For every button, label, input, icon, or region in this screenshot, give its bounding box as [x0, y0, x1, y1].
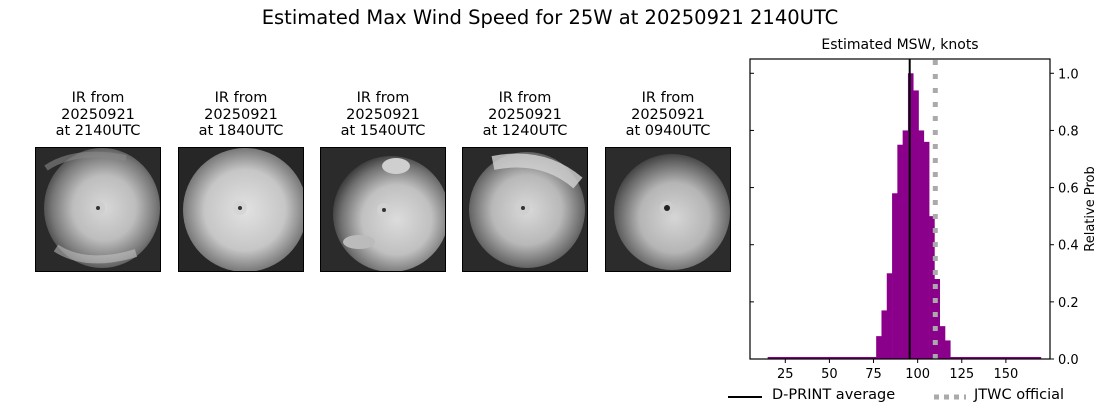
caption-line: 20250921 [61, 106, 135, 123]
caption-line: at 1540UTC [340, 123, 426, 139]
ir-panel-caption: IR from 20250921 at 1840UTC [158, 90, 324, 140]
caption-line: IR from [356, 90, 410, 106]
ir-satellite-image [320, 147, 446, 272]
ir-panel-caption: IR from 20250921 at 1540UTC [300, 90, 466, 140]
histogram-bar [907, 73, 914, 360]
histogram-bar [876, 336, 882, 359]
caption-line: IR from [641, 90, 695, 106]
histogram-bar [939, 326, 946, 359]
x-tick-label: 150 [993, 367, 1018, 382]
histogram-bar [934, 279, 941, 359]
ir-satellite-image [605, 147, 731, 272]
figure-title: Estimated Max Wind Speed for 25W at 2025… [261, 6, 839, 29]
ir-satellite-image [178, 147, 304, 272]
caption-line: at 0940UTC [625, 123, 711, 139]
histogram-bar [913, 90, 919, 359]
ir-satellite-image [35, 147, 161, 272]
histogram-bar [886, 273, 893, 359]
y-axis-label: Relative Prob [1083, 166, 1098, 251]
caption-line: at 1240UTC [482, 123, 568, 139]
histogram-bar [929, 216, 935, 359]
histogram-bar [892, 193, 898, 359]
y-tick-label: 0.0 [1058, 353, 1079, 368]
caption-line: 20250921 [346, 106, 420, 123]
histogram-bar [897, 144, 903, 359]
histogram-bar [881, 310, 888, 359]
ir-panel-caption: IR from 20250921 at 2140UTC [15, 90, 181, 140]
ir-panel-caption: IR from 20250921 at 0940UTC [585, 90, 751, 140]
caption-line: at 2140UTC [55, 123, 141, 139]
y-tick-label: 0.4 [1058, 239, 1079, 254]
plot-frame [749, 58, 1051, 360]
legend: D-PRINT average JTWC official [726, 387, 1100, 407]
ir-panel-caption: IR from 20250921 at 1240UTC [442, 90, 608, 140]
legend-label-dprint: D-PRINT average [772, 387, 896, 403]
x-tick-label: 25 [777, 367, 794, 382]
y-tick-label: 1.0 [1058, 67, 1079, 82]
x-tick-label: 100 [905, 367, 930, 382]
y-tick-label: 0.2 [1058, 296, 1079, 311]
caption-line: 20250921 [204, 106, 278, 123]
x-tick-label: 75 [865, 367, 882, 382]
y-tick-label: 0.6 [1058, 182, 1079, 197]
histogram-bar [902, 130, 909, 359]
legend-swatches [728, 394, 966, 400]
x-tick-label: 50 [821, 367, 838, 382]
caption-line: 20250921 [631, 106, 705, 123]
caption-line: IR from [498, 90, 552, 106]
caption-line: at 1840UTC [198, 123, 284, 139]
x-tick-label: 125 [949, 367, 974, 382]
chart-title: Estimated MSW, knots [821, 37, 979, 53]
histogram-bar [923, 141, 930, 359]
legend-label-jtwc: JTWC official [974, 387, 1065, 403]
ir-satellite-image [462, 147, 588, 272]
caption-line: IR from [214, 90, 268, 106]
histogram-bar [918, 130, 925, 359]
histogram-bar [945, 340, 951, 359]
y-tick-label: 0.8 [1058, 124, 1079, 139]
caption-line: IR from [71, 90, 125, 106]
caption-line: 20250921 [488, 106, 562, 123]
